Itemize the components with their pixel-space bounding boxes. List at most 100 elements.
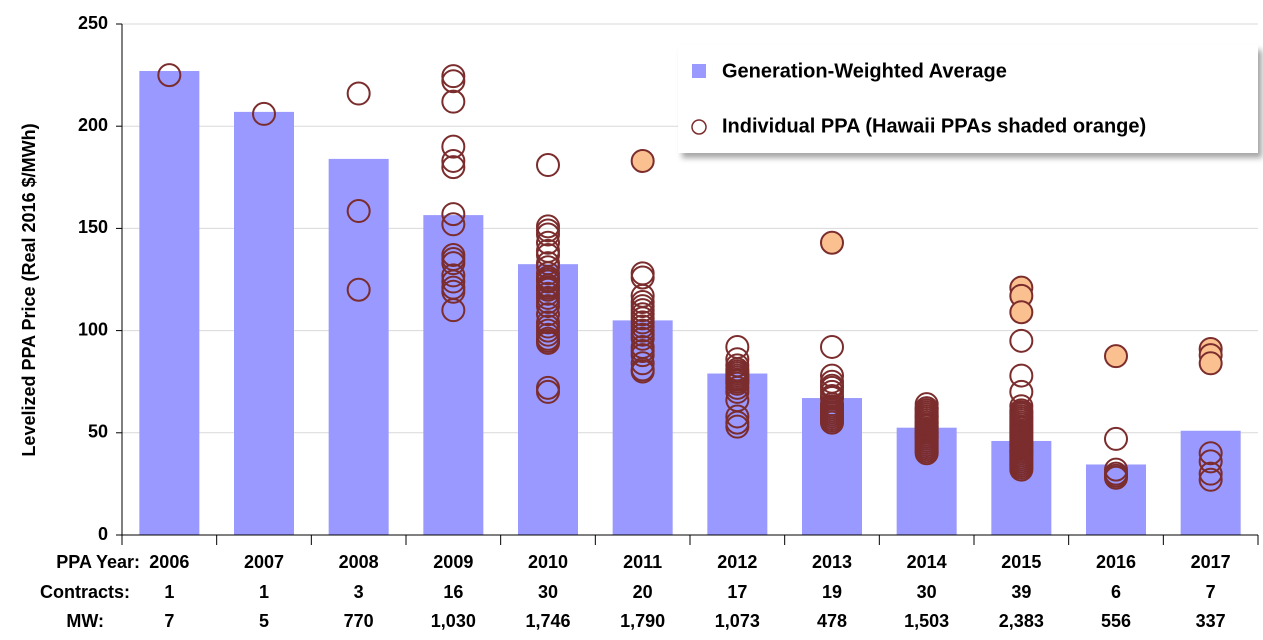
ppa-point [725, 404, 750, 429]
ppa-point [630, 359, 655, 384]
table-value: 30 [917, 582, 937, 602]
ppa-point [536, 302, 560, 327]
ppa-point [914, 404, 939, 429]
ppa-point [1104, 463, 1128, 488]
table-value: 337 [1196, 611, 1226, 631]
table-value: 16 [443, 582, 463, 602]
y-tick-label: 0 [98, 524, 108, 544]
ppa-point [536, 153, 560, 178]
ppa-point [1104, 426, 1128, 451]
ppa-point [536, 238, 560, 263]
ppa-point [630, 265, 655, 290]
ppa-point [914, 441, 939, 466]
ppa-point [441, 247, 466, 272]
ppa-point [346, 81, 371, 106]
ppa-point [725, 379, 750, 404]
ppa-point [820, 410, 844, 435]
ppa-point [1198, 449, 1223, 474]
ppa-point [630, 339, 655, 364]
ppa-point [1104, 344, 1128, 369]
y-tick-label: 250 [78, 13, 108, 33]
ppa-point [725, 359, 750, 384]
y-axis-label: Levelized PPA Price (Real 2016 $/MWh) [19, 123, 39, 456]
ppa-point [252, 101, 276, 126]
table-value: 19 [822, 582, 842, 602]
points [157, 63, 1223, 492]
ppa-point [441, 64, 466, 89]
legend-swatch [691, 119, 707, 135]
row-label: MW: [66, 611, 104, 631]
y-tick-label: 50 [88, 422, 108, 442]
ppa-point [820, 230, 844, 255]
ppa-point [1009, 433, 1034, 458]
row-label: Contracts: [40, 582, 130, 602]
ppa-point [1009, 457, 1034, 482]
table-value: 2,383 [999, 611, 1044, 631]
table-value: 20 [633, 582, 653, 602]
legend: Generation-Weighted Average Individual PP… [678, 45, 1258, 153]
table-value: 39 [1011, 582, 1031, 602]
ppa-point [441, 279, 466, 304]
ppa-point [441, 148, 466, 173]
ppa-point [536, 294, 560, 319]
table-value: 1,073 [715, 611, 760, 631]
ppa-point [1198, 351, 1223, 376]
table-value: 30 [538, 582, 558, 602]
y-tick-label: 150 [78, 217, 108, 237]
ppa-point [820, 394, 844, 419]
ppa-point [820, 334, 844, 359]
ppa-point [914, 424, 939, 449]
bar [423, 215, 484, 535]
ppa-point [441, 263, 466, 288]
bar [707, 373, 768, 535]
legend-label: Individual PPA (Hawaii PPAs shaded orang… [722, 115, 1146, 137]
x-tick-label: 2012 [717, 552, 757, 572]
ppa-point [157, 63, 182, 88]
x-tick-label: 2017 [1191, 552, 1231, 572]
ppa-point [441, 155, 466, 180]
table-value: 3 [354, 582, 364, 602]
ppa-point [725, 414, 750, 439]
ppa-point [914, 414, 939, 439]
x-tick-label: 2013 [812, 552, 852, 572]
x-tick-label: 2009 [433, 552, 473, 572]
x-tick-label: 2008 [339, 552, 379, 572]
legend-swatch [692, 64, 706, 78]
x-tick-label: 2014 [907, 552, 947, 572]
ppa-point [1009, 328, 1034, 353]
table-value: 1,790 [620, 611, 665, 631]
ppa-point [441, 134, 466, 159]
legend-label: Generation-Weighted Average [722, 60, 1007, 82]
ppa-point [536, 222, 560, 247]
ppa-point [630, 289, 655, 314]
table-value: 7 [164, 611, 174, 631]
bar [234, 111, 294, 535]
table-value: 1,746 [525, 611, 570, 631]
y-tick-label: 100 [78, 319, 108, 339]
table-value: 1 [164, 582, 174, 602]
x-tick-label: 2011 [623, 552, 662, 572]
table-value: 17 [727, 582, 747, 602]
ppa-point [1198, 467, 1223, 492]
x-tick-label: 2016 [1096, 552, 1136, 572]
bar [612, 320, 673, 535]
ppa-point [441, 89, 466, 114]
bar [139, 71, 200, 536]
bar [1180, 430, 1241, 535]
ppa-point [820, 384, 844, 409]
table-value: 7 [1206, 582, 1216, 602]
table-value: 1,030 [431, 611, 476, 631]
ppa-point [630, 326, 655, 351]
ppa-point [536, 379, 560, 404]
ppa-point [536, 330, 560, 355]
row-label: PPA Year: [56, 552, 140, 572]
ppa-point [346, 277, 371, 302]
ppa-point [441, 202, 466, 227]
x-tick-label: 2010 [528, 552, 568, 572]
table-value: 478 [817, 611, 847, 631]
ppa-point [441, 69, 466, 94]
bar [1086, 464, 1146, 535]
ppa-point [1009, 400, 1034, 425]
bar [328, 158, 389, 536]
